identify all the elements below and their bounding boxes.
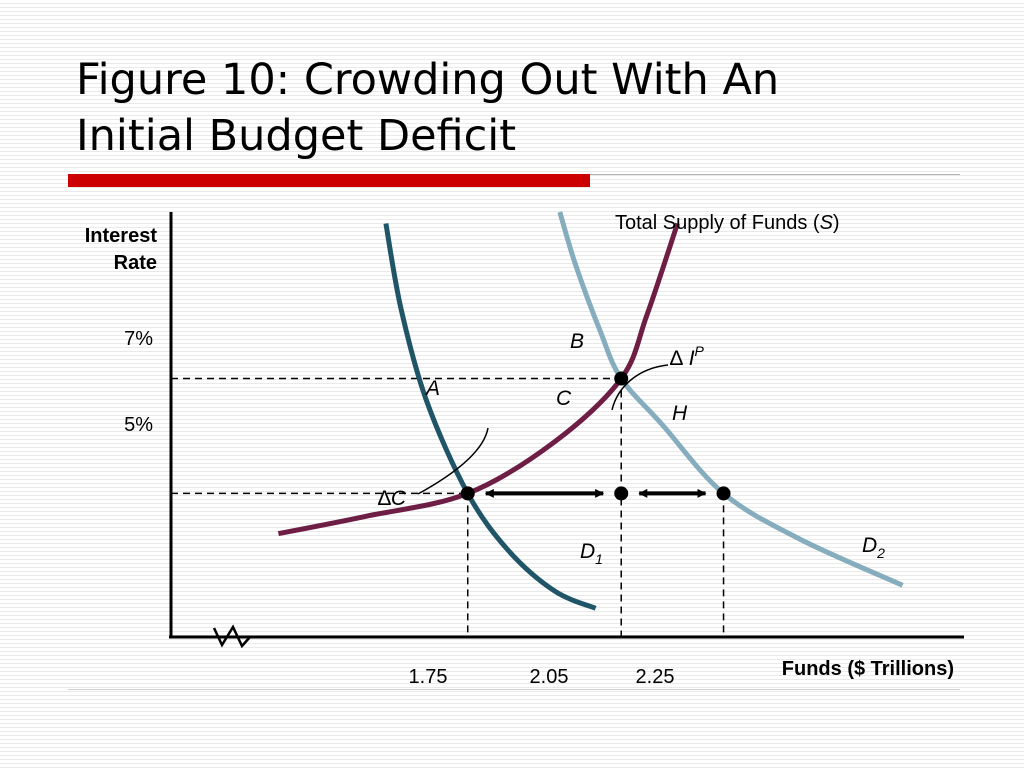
delta-ip-leader-line bbox=[611, 364, 669, 411]
point-label-h: H bbox=[672, 402, 688, 425]
title-accent-bar bbox=[68, 174, 590, 187]
point-b bbox=[614, 371, 629, 386]
delta-c-leader-line bbox=[417, 427, 489, 495]
slide-title: Figure 10: Crowding Out With An Initial … bbox=[76, 52, 976, 164]
x-axis-label: Funds ($ Trillions) bbox=[782, 658, 954, 680]
delta-c-label: ∆C bbox=[378, 487, 407, 510]
y-tick-label-5: 5% bbox=[124, 414, 153, 436]
title-line-2: Initial Budget Deficit bbox=[76, 111, 517, 161]
point-label-c: C bbox=[556, 387, 572, 410]
d2-curve-label: D2 bbox=[862, 534, 885, 561]
x-tick-label-2-25: 2.25 bbox=[636, 666, 675, 688]
y-axis-label-line-2: Rate bbox=[114, 252, 157, 274]
supply-curve bbox=[277, 222, 680, 537]
point-c bbox=[614, 486, 629, 501]
supply-curve-label: Total Supply of Funds (S) bbox=[615, 212, 840, 234]
guide-lines bbox=[171, 377, 725, 637]
d2-curve bbox=[557, 211, 904, 588]
axis-break-icon bbox=[212, 624, 251, 649]
y-tick-label-7: 7% bbox=[124, 328, 153, 350]
series-layer bbox=[277, 211, 904, 611]
point-h bbox=[716, 486, 731, 501]
d1-curve bbox=[383, 223, 597, 611]
footer-divider bbox=[68, 689, 960, 690]
point-label-b: B bbox=[570, 330, 584, 353]
title-line-1: Figure 10: Crowding Out With An bbox=[76, 55, 780, 105]
x-tick-label-1-75: 1.75 bbox=[409, 666, 448, 688]
delta-ip-label: ∆ IP bbox=[670, 343, 705, 370]
d1-curve-label: D1 bbox=[580, 540, 603, 567]
point-label-a: A bbox=[424, 377, 440, 400]
y-axis-label-line-1: Interest bbox=[85, 225, 158, 247]
x-tick-label-2-05: 2.05 bbox=[530, 666, 569, 688]
point-a bbox=[460, 486, 475, 501]
points-layer bbox=[460, 371, 731, 501]
